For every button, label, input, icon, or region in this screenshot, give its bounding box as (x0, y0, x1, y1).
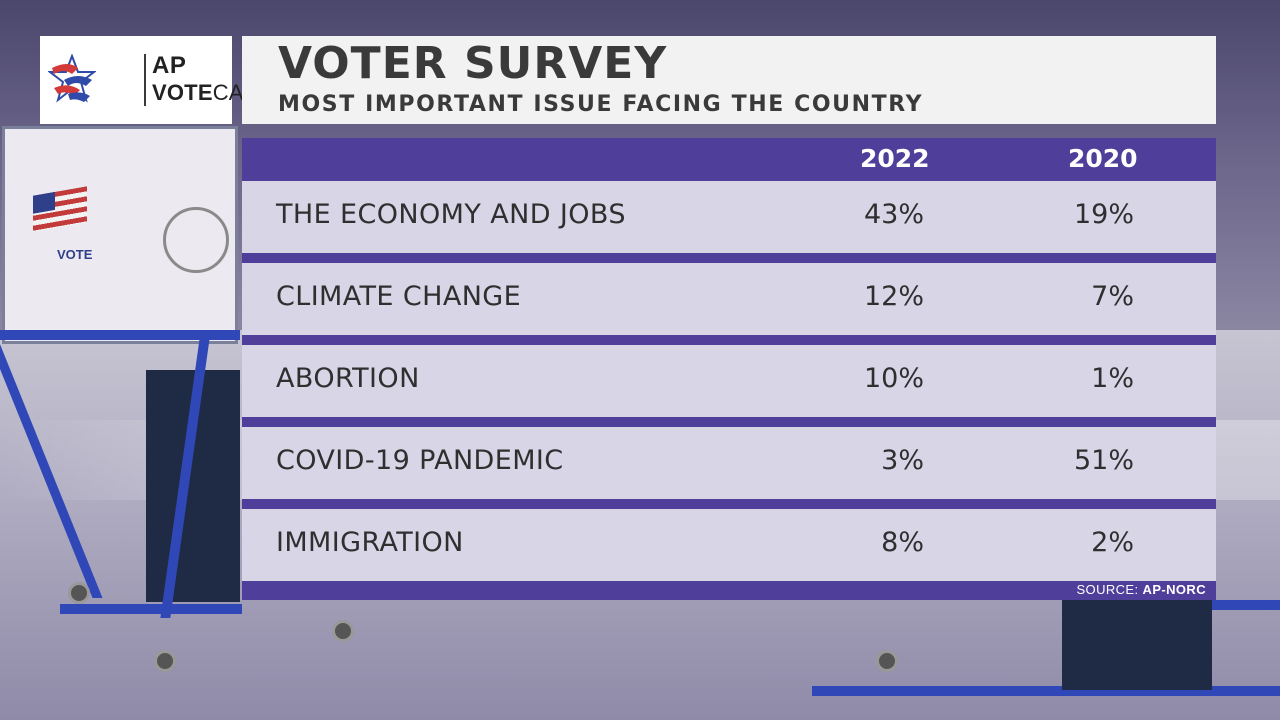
ap-votecast-logo: AP VOTECAST (40, 36, 272, 124)
wheel-icon (154, 650, 176, 672)
source-value: AP-NORC (1142, 582, 1206, 597)
page-title: VOTER SURVEY (278, 38, 668, 89)
value-2022: 10% (863, 363, 924, 394)
voting-booth: VOTE (2, 126, 238, 344)
flag-icon (33, 186, 87, 232)
value-2020: 1% (1091, 363, 1134, 394)
value-2020: 7% (1091, 281, 1134, 312)
value-2022: 12% (863, 281, 924, 312)
booth-frame-left (0, 330, 240, 340)
table-row: COVID-19 PANDEMIC 3% 51% (242, 427, 1216, 499)
wheel-icon (876, 650, 898, 672)
ap-votecast-star-icon (48, 54, 96, 103)
logo-vote-text: VOTE (152, 80, 213, 105)
logo-divider (144, 54, 146, 106)
source-note: SOURCE: AP-NORC (1076, 582, 1206, 597)
value-2020: 51% (1073, 445, 1134, 476)
table-row: THE ECONOMY AND JOBS 43% 19% (242, 181, 1216, 253)
booth-frame-right-base (812, 686, 1280, 696)
table-row: IMMIGRATION 8% 2% (242, 509, 1216, 581)
value-2022: 8% (881, 527, 924, 558)
table-row: CLIMATE CHANGE 12% 7% (242, 263, 1216, 335)
booth-frame-base (60, 604, 242, 614)
value-2022: 43% (863, 199, 924, 230)
value-2020: 19% (1073, 199, 1134, 230)
value-2020: 2% (1091, 527, 1134, 558)
wheel-icon (68, 582, 90, 604)
wheel-icon (332, 620, 354, 642)
seal-icon (163, 207, 229, 273)
source-label: SOURCE: (1076, 582, 1139, 597)
column-header-2020: 2020 (1068, 144, 1138, 173)
issue-label: IMMIGRATION (276, 527, 464, 558)
column-header-2022: 2022 (860, 144, 930, 173)
title-box: VOTER SURVEY MOST IMPORTANT ISSUE FACING… (242, 36, 1216, 124)
issue-label: CLIMATE CHANGE (276, 281, 522, 312)
survey-table: 2022 2020 THE ECONOMY AND JOBS 43% 19% C… (242, 138, 1216, 600)
voter-legs-right (1062, 600, 1212, 690)
value-2022: 3% (881, 445, 924, 476)
page-subtitle: MOST IMPORTANT ISSUE FACING THE COUNTRY (278, 92, 924, 117)
booth-vote-sign: VOTE (57, 247, 93, 262)
logo-ap-text: AP (152, 52, 187, 79)
issue-label: THE ECONOMY AND JOBS (276, 199, 626, 230)
issue-label: ABORTION (276, 363, 420, 394)
issue-label: COVID-19 PANDEMIC (276, 445, 564, 476)
table-row: ABORTION 10% 1% (242, 345, 1216, 417)
